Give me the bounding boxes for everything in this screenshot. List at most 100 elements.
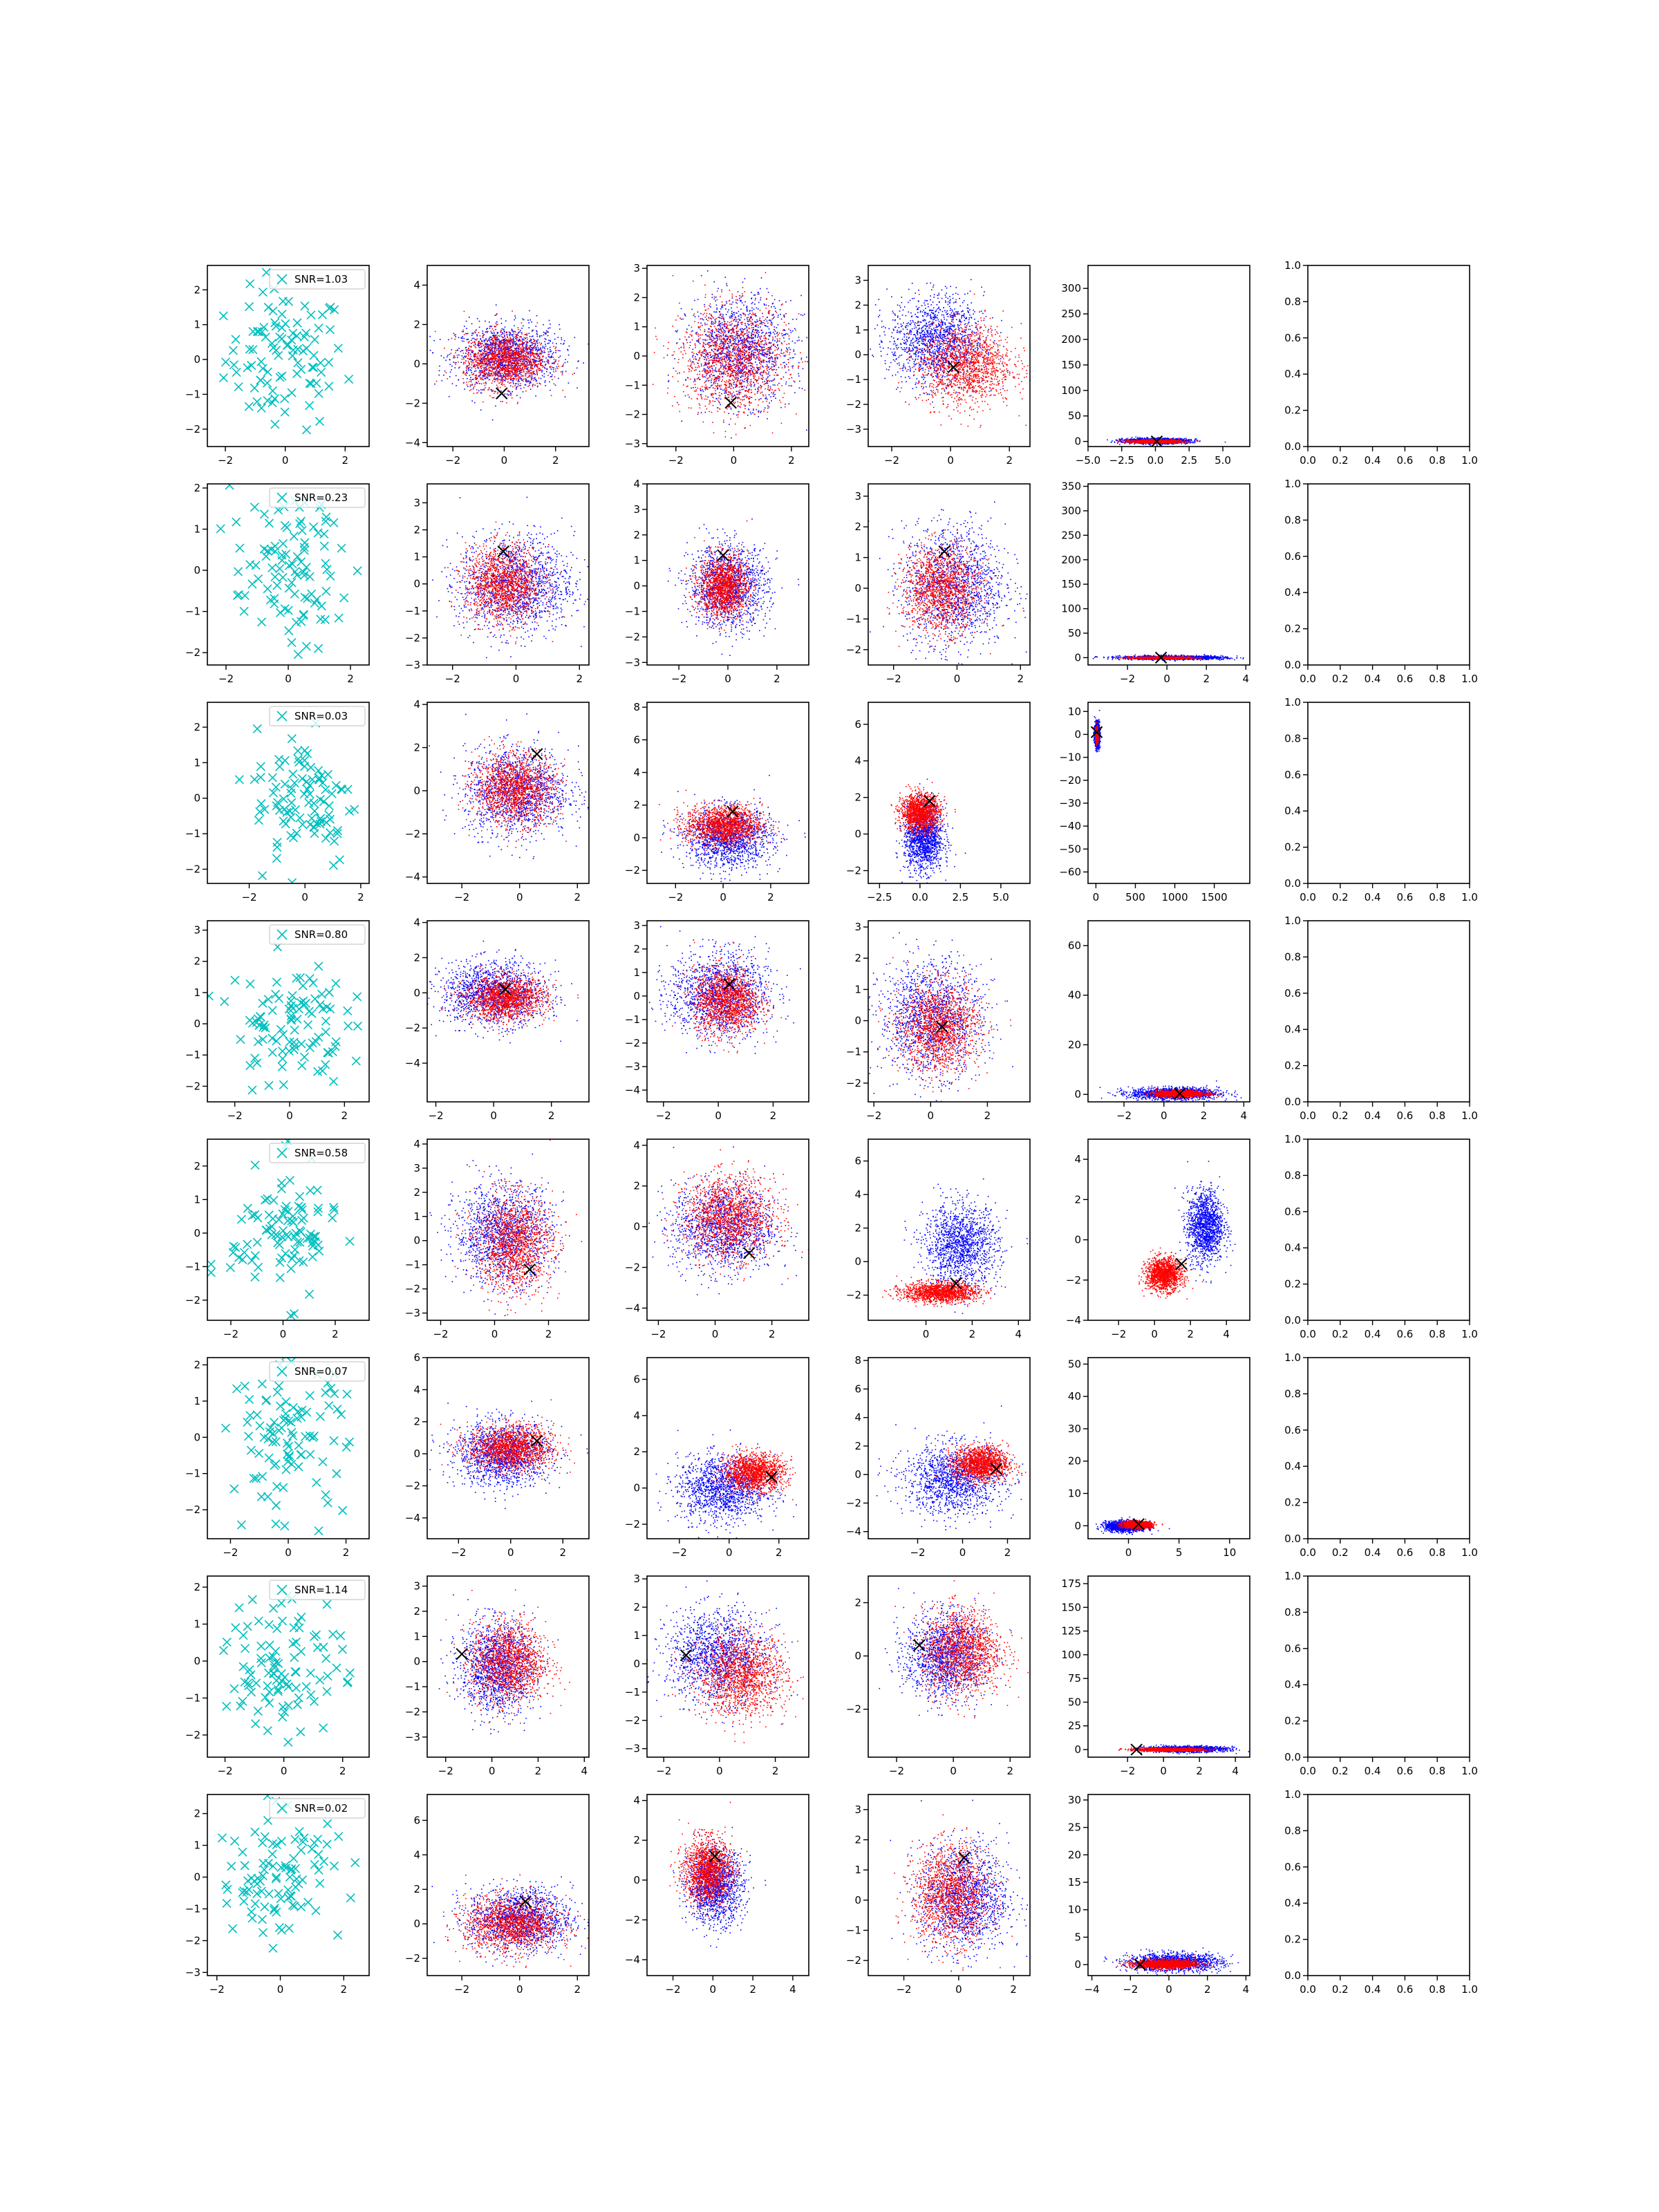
scatter-point <box>453 362 455 363</box>
scatter-point <box>747 332 748 334</box>
scatter-point <box>733 359 735 361</box>
scatter-point <box>522 361 523 362</box>
scatter-point <box>476 389 478 391</box>
scatter-point <box>716 312 718 313</box>
scatter-point <box>485 372 486 373</box>
scatter-point <box>679 339 681 340</box>
scatter-point <box>518 385 520 386</box>
scatter-point <box>758 327 759 328</box>
scatter-point <box>717 343 718 344</box>
scatter-point <box>533 361 534 362</box>
scatter-point <box>723 367 724 368</box>
scatter-point <box>554 384 555 385</box>
scatter-point <box>485 375 486 376</box>
scatter-point <box>530 367 532 368</box>
scatter-point <box>512 380 514 382</box>
scatter-point <box>769 369 770 371</box>
scatter-point <box>791 366 793 367</box>
scatter-point <box>713 342 714 344</box>
scatter-point <box>489 350 491 352</box>
scatter-point <box>711 319 712 320</box>
scatter-point <box>514 326 515 327</box>
scatter-point <box>487 375 489 376</box>
scatter-point <box>509 332 510 333</box>
scatter-point <box>764 381 765 382</box>
scatter-point <box>709 411 710 413</box>
scatter-point <box>522 343 523 344</box>
scatter-point <box>497 381 498 382</box>
scatter-point <box>711 382 712 384</box>
scatter-point <box>780 353 782 354</box>
scatter-point <box>784 322 785 324</box>
scatter-point <box>558 378 559 379</box>
scatter-point <box>728 350 729 351</box>
scatter-point <box>530 356 532 357</box>
scatter-point <box>509 375 511 377</box>
scatter-point <box>729 290 731 291</box>
scatter-point <box>462 331 463 332</box>
scatter-point <box>466 373 467 374</box>
scatter-point <box>522 350 523 352</box>
scatter-point <box>775 362 776 364</box>
scatter-point <box>782 303 783 305</box>
scatter-point <box>500 370 501 371</box>
scatter-point <box>758 369 760 371</box>
scatter-point <box>506 348 507 349</box>
scatter-point <box>715 346 717 347</box>
scatter-point <box>722 373 723 375</box>
scatter-point <box>691 367 693 368</box>
scatter-point <box>755 345 756 346</box>
scatter-point <box>474 338 475 339</box>
scatter-point <box>469 379 471 380</box>
scatter-point <box>784 362 785 364</box>
scatter-point <box>509 346 510 347</box>
scatter-point <box>505 338 506 339</box>
scatter-point <box>715 364 717 365</box>
scatter-point <box>503 352 504 353</box>
scatter-point <box>487 346 488 347</box>
scatter-point <box>538 348 540 350</box>
scatter-point <box>768 335 769 337</box>
scatter-point <box>512 335 514 336</box>
scatter-point <box>771 346 772 347</box>
scatter-point <box>475 342 476 344</box>
scatter-point <box>517 345 518 346</box>
scatter-point <box>535 365 536 366</box>
scatter-point <box>741 404 742 405</box>
scatter-point <box>747 309 748 310</box>
scatter-point <box>518 373 520 375</box>
scatter-point <box>723 349 724 350</box>
scatter-point <box>537 386 538 387</box>
scatter-point <box>477 367 478 368</box>
scatter-point <box>783 337 785 339</box>
scatter-point <box>510 379 512 381</box>
scatter-point <box>774 299 776 301</box>
scatter-point <box>482 375 484 377</box>
scatter-point <box>486 373 487 374</box>
scatter-point <box>548 332 550 333</box>
scatter-point <box>518 369 520 371</box>
scatter-point <box>545 344 546 345</box>
scatter-point <box>521 359 523 361</box>
scatter-point <box>674 351 675 353</box>
scatter-point <box>537 350 538 351</box>
scatter-point <box>550 357 552 359</box>
scatter-point <box>531 352 532 353</box>
scatter-point <box>803 368 804 370</box>
scatter-point <box>491 326 492 327</box>
scatter-point <box>711 349 713 350</box>
scatter-point <box>789 357 791 359</box>
scatter-point <box>715 319 716 320</box>
scatter-point <box>507 359 509 361</box>
cyan-x-marker <box>281 408 289 416</box>
scatter-point <box>477 318 478 319</box>
scatter-point <box>475 377 476 378</box>
scatter-point <box>529 336 531 337</box>
scatter-point <box>479 321 480 322</box>
scatter-point <box>694 313 695 315</box>
scatter-point <box>526 348 527 350</box>
scatter-point <box>748 363 749 364</box>
scatter-point <box>736 366 738 367</box>
scatter-point <box>720 332 721 333</box>
scatter-point <box>521 363 522 364</box>
